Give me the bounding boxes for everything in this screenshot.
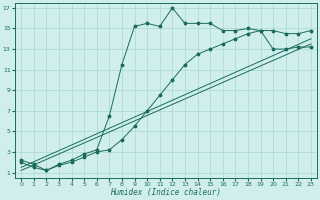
X-axis label: Humidex (Indice chaleur): Humidex (Indice chaleur) [110, 188, 221, 197]
